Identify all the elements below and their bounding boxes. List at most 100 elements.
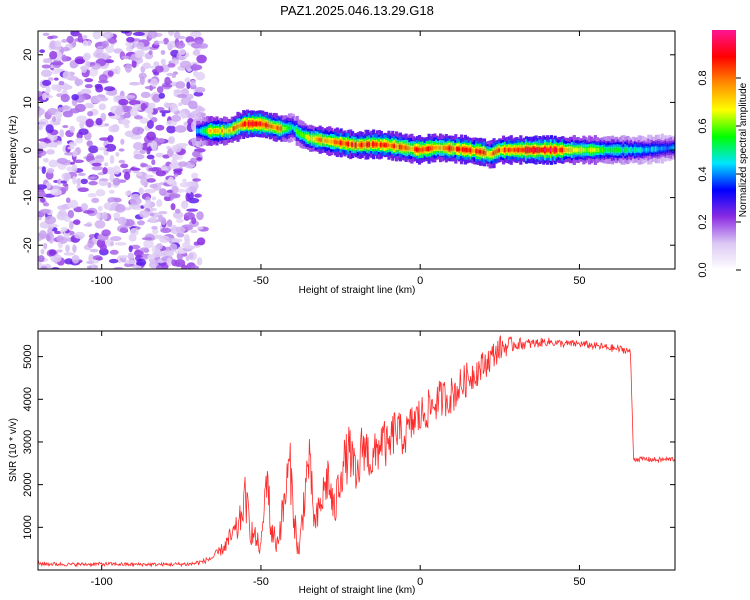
ridge-cell: [297, 130, 301, 135]
noise-speckle: [41, 166, 46, 175]
ridge-cell: [209, 129, 213, 133]
noise-speckle: [87, 239, 95, 249]
noise-speckle: [175, 226, 186, 233]
ridge-cell: [427, 146, 431, 151]
noise-speckle: [155, 107, 165, 111]
noise-speckle: [120, 163, 129, 169]
ridge-cell: [568, 148, 573, 152]
ridge-cell: [668, 146, 672, 150]
noise-speckle: [177, 246, 184, 255]
ridge-cell: [331, 140, 336, 144]
ridge-cell: [366, 142, 370, 147]
ridge-cell: [633, 148, 638, 152]
ridge-cell: [335, 140, 339, 145]
ridge-cell: [393, 144, 397, 148]
noise-speckle: [152, 93, 161, 103]
noise-speckle: [132, 31, 145, 37]
noise-speckle: [56, 178, 62, 185]
noise-speckle: [50, 188, 62, 196]
noise-speckle: [147, 113, 154, 119]
noise-speckle: [149, 183, 158, 189]
ridge-cell: [379, 142, 383, 147]
noise-speckle: [75, 32, 83, 37]
noise-speckle: [192, 49, 201, 56]
noise-speckle: [107, 198, 116, 203]
ridge-cell: [307, 135, 311, 140]
ridge-cell: [561, 147, 565, 153]
noise-speckle: [64, 152, 75, 156]
noise-speckle: [166, 41, 174, 50]
ridge-cell: [438, 146, 443, 150]
ridge-cell: [502, 148, 506, 152]
ridge-cell: [511, 148, 515, 152]
noise-speckle: [99, 243, 107, 252]
bottom-y-tick-label: 5000: [22, 344, 34, 368]
ridge-cell: [612, 147, 617, 153]
ridge-cell: [519, 147, 523, 153]
noise-speckle: [72, 150, 78, 157]
noise-speckle: [95, 117, 103, 126]
ridge-cell: [391, 143, 395, 148]
ridge-cell: [257, 122, 261, 126]
noise-speckle: [98, 103, 107, 111]
ridge-cell: [245, 122, 250, 126]
noise-speckle: [45, 182, 52, 189]
ridge-cell: [469, 148, 473, 153]
noise-speckle: [57, 205, 68, 211]
noise-speckle: [160, 58, 166, 66]
noise-speckle: [151, 196, 157, 201]
noise-speckle: [70, 161, 75, 165]
bottom-y-ticks: 1000 2000 3000 4000 5000: [22, 344, 675, 540]
noise-speckle: [123, 112, 131, 119]
bottom-x-tick-label: -100: [91, 576, 113, 588]
noise-speckle: [189, 157, 198, 165]
noise-speckle: [172, 168, 183, 173]
noise-speckle: [188, 100, 198, 110]
ridge-cell: [421, 147, 425, 152]
noise-speckle: [158, 188, 167, 196]
noise-speckle: [41, 64, 51, 69]
noise-speckle: [83, 223, 93, 227]
noise-speckle: [48, 159, 59, 168]
ridge-cell: [601, 148, 605, 152]
ridge-cell: [232, 126, 236, 131]
noise-speckle: [124, 190, 132, 196]
ridge-cell: [454, 147, 458, 151]
noise-speckle: [67, 146, 75, 150]
noise-speckle: [141, 237, 153, 241]
noise-speckle: [61, 39, 68, 43]
ridge-cell: [624, 147, 628, 153]
ridge-cell: [534, 148, 538, 152]
noise-speckle: [80, 178, 88, 185]
bottom-x-axis-label: Height of straight line (km): [299, 585, 416, 596]
noise-speckle: [88, 145, 99, 154]
ridge-cell: [662, 146, 666, 151]
noise-speckle: [194, 193, 202, 198]
snr-panel: -100 -50 0 50 1000 2000 3000 4000 5000 Height o…: [8, 330, 676, 596]
noise-speckle: [146, 178, 156, 183]
ridge-cell: [647, 147, 651, 152]
noise-speckle: [62, 70, 71, 80]
ridge-cell: [521, 148, 525, 152]
ridge-cell: [547, 148, 552, 152]
ridge-cell: [368, 142, 372, 147]
noise-speckle: [99, 178, 109, 182]
ridge-cell: [674, 145, 675, 150]
noise-speckle: [49, 185, 62, 191]
noise-speckle: [176, 232, 185, 238]
ridge-cell: [576, 148, 580, 152]
ridge-cell: [551, 148, 555, 152]
colorbar-label: Normalized spectral amplitude: [738, 82, 749, 217]
noise-speckle: [166, 125, 176, 134]
ridge-cell: [628, 148, 632, 152]
ridge-cell: [555, 148, 559, 152]
ridge-cell: [664, 146, 668, 151]
noise-speckle: [91, 165, 104, 171]
ridge-cell: [423, 147, 427, 152]
ridge-cell: [207, 129, 211, 133]
ridge-cell: [238, 124, 242, 128]
noise-speckle: [150, 78, 158, 87]
top-y-tick-label: -10: [22, 190, 34, 206]
noise-speckle: [105, 89, 118, 96]
noise-speckle: [148, 50, 153, 55]
